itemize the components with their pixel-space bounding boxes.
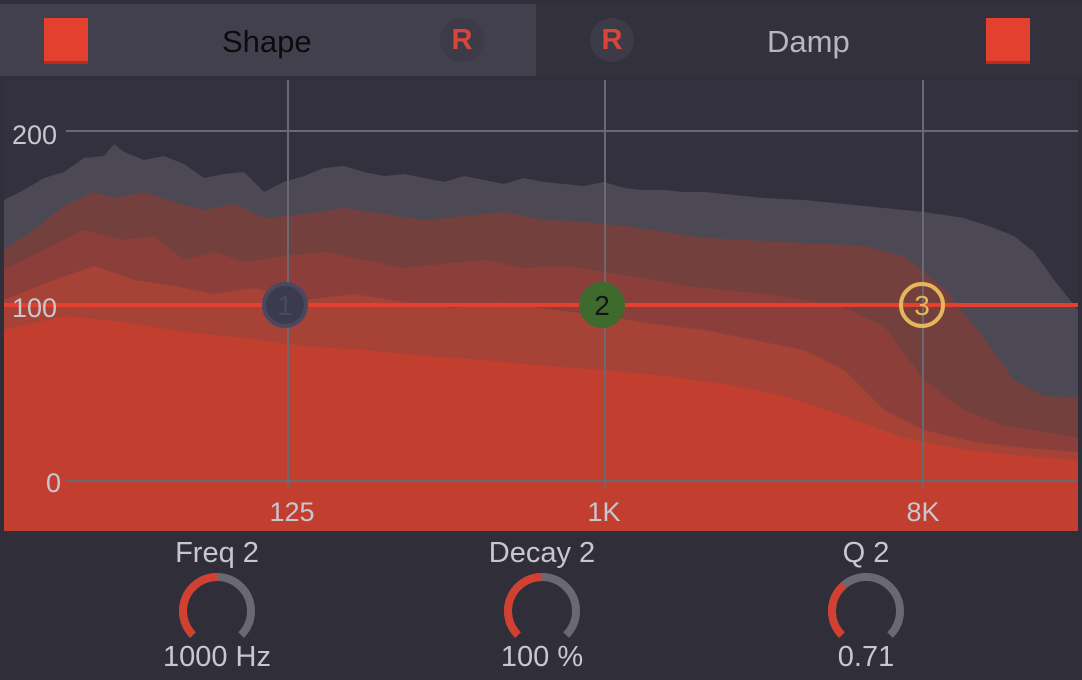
decay-knob-group: Decay 2 100 %: [432, 531, 652, 680]
tab-damp[interactable]: R Damp: [536, 4, 1082, 76]
frequency-response-graph[interactable]: 200 100 0 125 1K 8K 1 2: [4, 80, 1078, 531]
y-tick-label: 0: [46, 468, 61, 498]
decay-knob-fill: [504, 573, 543, 638]
band-node-3-label: 3: [914, 290, 930, 321]
q-knob-fill: [828, 582, 847, 638]
decay-knob[interactable]: [502, 571, 582, 651]
knob-row: Freq 2 1000 Hz Decay 2 100 % Q 2 0.71: [0, 531, 1082, 680]
freq-knob-group: Freq 2 1000 Hz: [107, 531, 327, 680]
damp-reset-button[interactable]: R: [590, 18, 634, 62]
x-tick-label: 8K: [906, 497, 939, 527]
freq-knob-value: 1000 Hz: [162, 641, 271, 673]
band-nodes: 1 2 3: [262, 282, 945, 328]
shape-enable-toggle[interactable]: [44, 18, 88, 64]
decay-knob-value: 100 %: [500, 641, 584, 673]
q-knob-value: 0.71: [837, 641, 895, 673]
shape-reset-button[interactable]: R: [440, 18, 484, 62]
freq-knob-fill: [179, 573, 218, 638]
spectrum-layer-4: [4, 316, 1078, 531]
x-tick-label: 1K: [587, 497, 620, 527]
band-node-3[interactable]: 3: [899, 282, 945, 328]
graph-canvas: 200 100 0 125 1K 8K 1 2: [4, 80, 1078, 531]
tab-bar: Shape R R Damp: [0, 0, 1082, 80]
y-tick-label: 100: [12, 293, 57, 323]
decay-knob-title: Decay 2: [488, 537, 596, 569]
q-knob-title: Q 2: [842, 537, 890, 569]
x-tick-label: 125: [269, 497, 314, 527]
freq-knob[interactable]: [177, 571, 257, 651]
tab-shape-label: Shape: [222, 24, 312, 59]
q-knob[interactable]: [826, 571, 906, 651]
tab-damp-label: Damp: [767, 24, 850, 59]
y-tick-label: 200: [12, 120, 57, 150]
band-node-1-label: 1: [277, 290, 293, 321]
x-axis-labels: 125 1K 8K: [269, 497, 939, 527]
y-axis-labels: 200 100 0: [12, 120, 61, 498]
tab-shape[interactable]: Shape R: [0, 4, 536, 76]
band-node-1[interactable]: 1: [262, 282, 308, 328]
freq-knob-title: Freq 2: [175, 537, 259, 569]
damp-enable-toggle[interactable]: [986, 18, 1030, 64]
q-knob-group: Q 2 0.71: [756, 531, 976, 680]
band-node-2-label: 2: [594, 290, 610, 321]
band-node-2[interactable]: 2: [579, 282, 625, 328]
